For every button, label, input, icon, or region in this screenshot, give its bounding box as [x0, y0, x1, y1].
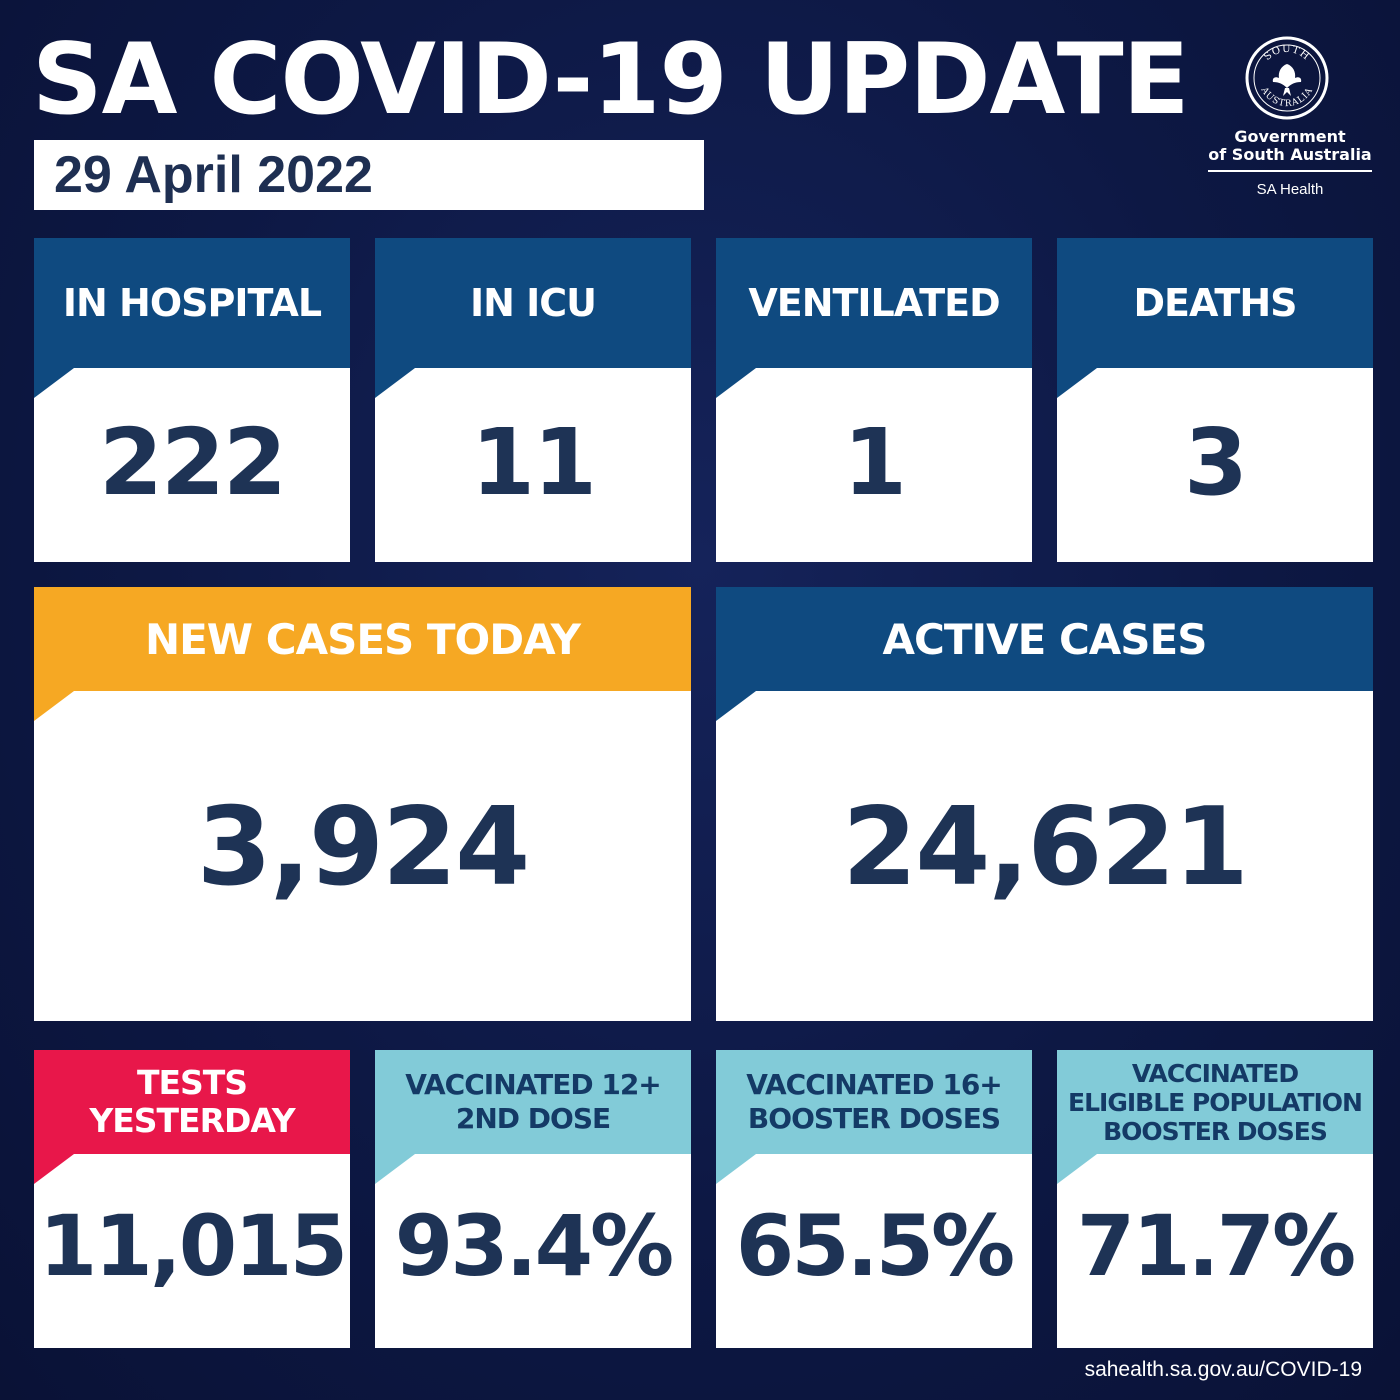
card-value: 65.5%	[735, 1197, 1015, 1295]
card-label-line: VACCINATED 12+	[405, 1068, 662, 1101]
card-value: 71.7%	[1076, 1197, 1356, 1295]
header-tab	[375, 1154, 415, 1184]
stat-card-deaths: DEATHS 3	[1057, 238, 1373, 562]
update-date: 29 April 2022	[54, 146, 373, 204]
card-header: IN HOSPITAL	[34, 238, 350, 368]
card-value: 93.4%	[394, 1197, 674, 1295]
card-header: ACTIVE CASES	[716, 587, 1373, 691]
card-header: VACCINATED 16+ BOOSTER DOSES	[716, 1050, 1032, 1154]
card-header: DEATHS	[1057, 238, 1373, 368]
card-header: VENTILATED	[716, 238, 1032, 368]
card-value: 3	[1183, 409, 1248, 516]
card-label-line: BOOSTER DOSES	[747, 1102, 1001, 1135]
seal-text-top: SOUTH	[1262, 44, 1311, 63]
card-header: VACCINATED 12+ 2ND DOSE	[375, 1050, 691, 1154]
card-label-line: BOOSTER DOSES	[1103, 1116, 1328, 1146]
card-header: TESTS YESTERDAY	[34, 1050, 350, 1154]
government-name: Government of South Australia	[1200, 128, 1380, 164]
card-value: 3,924	[196, 785, 531, 910]
card-label: ACTIVE CASES	[882, 614, 1208, 664]
header-tab	[1057, 1154, 1097, 1184]
card-label-line: YESTERDAY	[89, 1101, 295, 1140]
card-label-line: ELIGIBLE POPULATION	[1068, 1087, 1363, 1117]
card-value: 24,621	[842, 785, 1249, 910]
page-title: SA COVID-19 UPDATE	[32, 23, 1190, 137]
card-label-line: 2ND DOSE	[455, 1102, 611, 1135]
card-label: IN HOSPITAL	[62, 281, 322, 325]
card-value: 1	[842, 409, 907, 516]
header-tab	[34, 368, 74, 398]
logo-divider	[1208, 170, 1372, 172]
stat-card-in-hospital: IN HOSPITAL 222	[34, 238, 350, 562]
card-label: NEW CASES TODAY	[144, 614, 581, 664]
stat-card-ventilated: VENTILATED 1	[716, 238, 1032, 562]
stat-card-vaccinated-12-plus: VACCINATED 12+ 2ND DOSE 93.4%	[375, 1050, 691, 1348]
card-label-line: TESTS	[136, 1063, 248, 1102]
card-value: 222	[98, 409, 287, 516]
date-banner: 29 April 2022	[34, 140, 704, 210]
stat-card-active-cases: ACTIVE CASES 24,621	[716, 587, 1373, 1021]
south-australia-seal-icon: SOUTH AUSTRALIA	[1245, 36, 1329, 120]
card-header: VACCINATED ELIGIBLE POPULATION BOOSTER D…	[1057, 1050, 1373, 1154]
card-label: DEATHS	[1133, 281, 1297, 325]
stat-card-in-icu: IN ICU 11	[375, 238, 691, 562]
header-tab	[716, 691, 756, 721]
government-logo: SOUTH AUSTRALIA Government of South Aust…	[1200, 36, 1380, 206]
header-tab	[716, 1154, 756, 1184]
footer-website-link[interactable]: sahealth.sa.gov.au/COVID-19	[1084, 1358, 1362, 1381]
stat-card-tests-yesterday: TESTS YESTERDAY 11,015	[34, 1050, 350, 1348]
card-label-line: VACCINATED 16+	[746, 1068, 1003, 1101]
stat-card-vaccinated-16-plus-booster: VACCINATED 16+ BOOSTER DOSES 65.5%	[716, 1050, 1032, 1348]
card-value: 11	[470, 409, 597, 516]
svg-text:SOUTH: SOUTH	[1262, 44, 1312, 63]
government-line1: Government	[1234, 127, 1346, 146]
header-tab	[1057, 368, 1097, 398]
header-tab	[716, 368, 756, 398]
header-tab	[375, 368, 415, 398]
department-name: SA Health	[1256, 181, 1324, 198]
card-header: NEW CASES TODAY	[34, 587, 691, 691]
card-value: 11,015	[38, 1197, 348, 1295]
card-label: IN ICU	[469, 281, 597, 325]
stat-card-eligible-booster: VACCINATED ELIGIBLE POPULATION BOOSTER D…	[1057, 1050, 1373, 1348]
card-header: IN ICU	[375, 238, 691, 368]
card-label-line: VACCINATED	[1131, 1058, 1299, 1088]
card-label: VENTILATED	[748, 281, 1000, 325]
stat-card-new-cases: NEW CASES TODAY 3,924	[34, 587, 691, 1021]
government-line2: of South Australia	[1208, 145, 1372, 164]
header-tab	[34, 691, 74, 721]
header-tab	[34, 1154, 74, 1184]
